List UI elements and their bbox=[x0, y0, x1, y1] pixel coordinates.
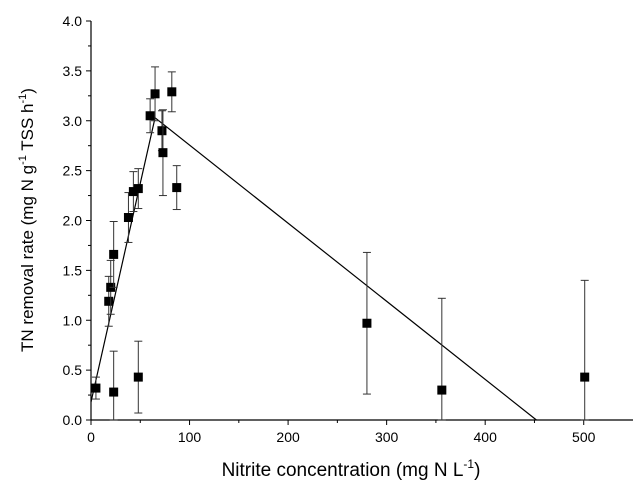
x-tick-label: 100 bbox=[178, 429, 202, 445]
data-point bbox=[104, 296, 114, 306]
data-point bbox=[157, 126, 167, 136]
y-axis-label: TN removal rate (mg N g-1 TSS h-1) bbox=[17, 88, 37, 352]
data-point bbox=[580, 372, 590, 382]
x-tick-label: 300 bbox=[375, 429, 399, 445]
y-tick-label: 1.0 bbox=[63, 312, 83, 328]
data-point bbox=[145, 111, 155, 121]
y-axis-ticks: 0.0 0.5 1.0 1.5 2.0 2.5 3.0 3.5 4.0 bbox=[63, 13, 91, 428]
y-tick-label: 3.0 bbox=[63, 113, 83, 129]
x-tick-label: 200 bbox=[276, 429, 300, 445]
y-tick-label: 1.5 bbox=[63, 262, 83, 278]
y-tick-label: 0.5 bbox=[63, 362, 83, 378]
data-point bbox=[109, 249, 119, 259]
y-tick-label: 0.0 bbox=[63, 412, 83, 428]
data-point bbox=[158, 148, 168, 158]
data-point bbox=[362, 318, 372, 328]
data-point bbox=[109, 387, 119, 397]
y-tick-label: 4.0 bbox=[63, 13, 83, 29]
data-point bbox=[150, 89, 160, 99]
data-point bbox=[437, 385, 447, 395]
x-axis-ticks: 0 100 200 300 400 500 bbox=[87, 420, 596, 445]
data-points bbox=[91, 66, 590, 421]
x-tick-label: 0 bbox=[87, 429, 95, 445]
data-point bbox=[172, 183, 182, 193]
data-point bbox=[123, 213, 133, 223]
fit-line-group bbox=[90, 116, 537, 421]
data-point bbox=[133, 184, 143, 194]
data-point bbox=[133, 372, 143, 382]
y-tick-label: 2.0 bbox=[63, 213, 83, 229]
fit-line bbox=[90, 116, 537, 421]
x-tick-label: 500 bbox=[572, 429, 596, 445]
y-tick-label: 2.5 bbox=[63, 163, 83, 179]
data-point bbox=[91, 383, 101, 393]
data-point bbox=[128, 187, 138, 197]
y-tick-label: 3.5 bbox=[63, 63, 83, 79]
x-tick-label: 400 bbox=[474, 429, 498, 445]
data-point bbox=[167, 87, 177, 97]
x-axis-label: Nitrite concentration (mg N L-1) bbox=[222, 457, 481, 481]
